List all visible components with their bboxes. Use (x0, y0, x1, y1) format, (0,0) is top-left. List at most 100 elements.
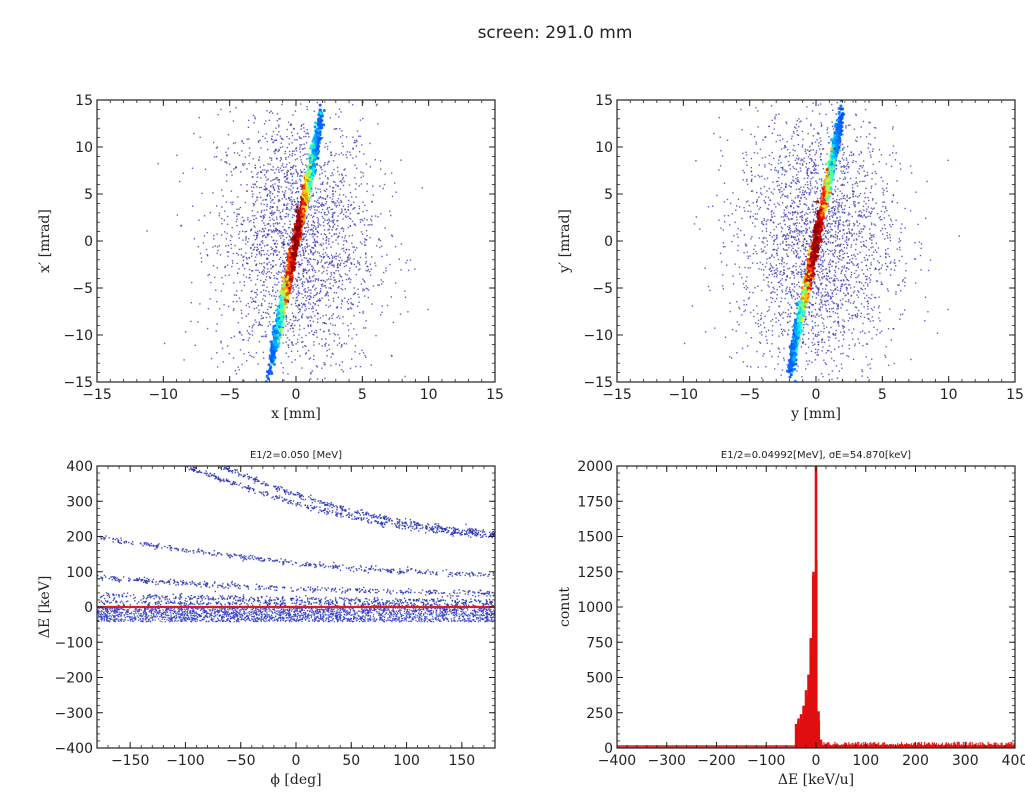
xx-halo-point (370, 268, 372, 271)
xx-halo-point (286, 256, 288, 258)
xx-halo-point (303, 302, 305, 305)
xx-halo-point (310, 214, 312, 216)
xx-halo-point (386, 414, 387, 415)
xx-halo-point (296, 299, 299, 302)
xx-halo-point (267, 250, 269, 252)
xx-halo-point (274, 183, 276, 185)
xx-halo-point (342, 145, 344, 148)
xx-halo-point (281, 270, 284, 272)
xx-halo-point (355, 145, 358, 147)
xx-core-point (318, 125, 322, 129)
xx-halo-point (297, 208, 299, 210)
xx-halo-point (289, 168, 292, 171)
xx-halo-point (320, 283, 323, 286)
xx-halo-point (367, 270, 369, 272)
yy-halo-point (835, 164, 837, 166)
xx-halo-point (277, 232, 279, 235)
xx-halo-point (279, 265, 281, 267)
xx-halo-point (250, 247, 252, 250)
xx-halo-point (335, 233, 338, 235)
xx-halo-point (272, 260, 275, 262)
xx-halo-point (256, 236, 258, 238)
yy-halo-point (763, 218, 765, 220)
xx-halo-point (320, 183, 322, 186)
xx-core-point (299, 208, 303, 212)
xx-halo-point (313, 274, 315, 277)
yy-halo-point (801, 232, 803, 234)
xx-halo-point (299, 251, 301, 253)
yy-halo-point (785, 213, 787, 216)
xx-halo-point (315, 228, 317, 231)
xx-halo-point (327, 222, 330, 224)
xx-halo-point (292, 344, 294, 346)
xx-halo-point (337, 266, 339, 268)
xx-halo-point (258, 309, 260, 311)
xx-halo-point (365, 229, 368, 232)
xx-halo-point (326, 188, 328, 190)
xx-halo-point (291, 278, 294, 281)
xx-halo-point (332, 215, 334, 217)
xx-halo-point (260, 241, 262, 243)
xx-halo-point (319, 328, 321, 331)
xx-core-point (304, 194, 308, 198)
xx-halo-point (217, 0, 218, 1)
yy-halo-point (873, 236, 875, 238)
xx-halo-point (325, 201, 328, 203)
yy-halo-point (795, 123, 798, 126)
xx-halo-point (303, 303, 305, 306)
yy-halo-point (796, 235, 799, 237)
xx-halo-point (280, 186, 282, 188)
yy-halo-point (798, 234, 801, 236)
yy-halo-point (819, 254, 821, 257)
xx-halo-point (292, 291, 294, 293)
xx-halo-point (260, 315, 263, 317)
xx-halo-point (307, 205, 310, 207)
xx-halo-point (303, 252, 305, 255)
xx-halo-point (345, 248, 348, 251)
xx-halo-point (314, 241, 316, 244)
xx-halo-point (261, 270, 264, 273)
xx-halo-point (327, 299, 330, 301)
xx-halo-point (295, 305, 297, 307)
xx-halo-point (288, 235, 290, 237)
xx-halo-point (269, 219, 271, 222)
xx-halo-point (286, 181, 289, 183)
xx-halo-point (247, 339, 249, 341)
yy-halo-point (763, 279, 765, 281)
xx-halo-point (289, 223, 291, 225)
yy-halo-point (811, 205, 813, 207)
xx-halo-point (287, 170, 290, 173)
xx-ytick-label: −15 (63, 375, 93, 391)
xx-halo-point (262, 351, 265, 354)
xx-halo-point (302, 123, 305, 125)
xx-halo-point (334, 154, 336, 157)
xx-halo-point (341, 288, 344, 291)
xx-halo-point (326, 223, 329, 225)
xx-halo-point (301, 282, 303, 285)
xx-halo-point (303, 238, 305, 240)
xx-core-point (307, 182, 311, 186)
xx-core-point (285, 285, 289, 289)
xx-halo-point (332, 83, 333, 84)
yy-halo-point (870, 236, 873, 239)
xx-halo-point (241, 363, 243, 366)
xx-halo-point (305, 250, 307, 253)
xx-halo-point (283, 223, 286, 225)
yy-halo-point (810, 329, 813, 331)
xx-halo-point (220, 234, 223, 236)
xx-core-point (281, 302, 285, 306)
xx-halo-point (330, 152, 332, 154)
xx-halo-point (350, 358, 353, 360)
xx-halo-point (261, 303, 263, 305)
xx-halo-point (265, 188, 267, 190)
xx-halo-point (280, 57, 281, 58)
xx-halo-point (234, 142, 237, 144)
xx-halo-point (193, 238, 196, 240)
xx-halo-point (312, 320, 315, 323)
xx-halo-point (250, 296, 252, 299)
xx-halo-point (338, 116, 340, 118)
xx-halo-point (280, 137, 282, 139)
xx-core-point (298, 222, 302, 226)
xx-halo-point (315, 241, 317, 243)
xx-halo-point (333, 256, 336, 259)
